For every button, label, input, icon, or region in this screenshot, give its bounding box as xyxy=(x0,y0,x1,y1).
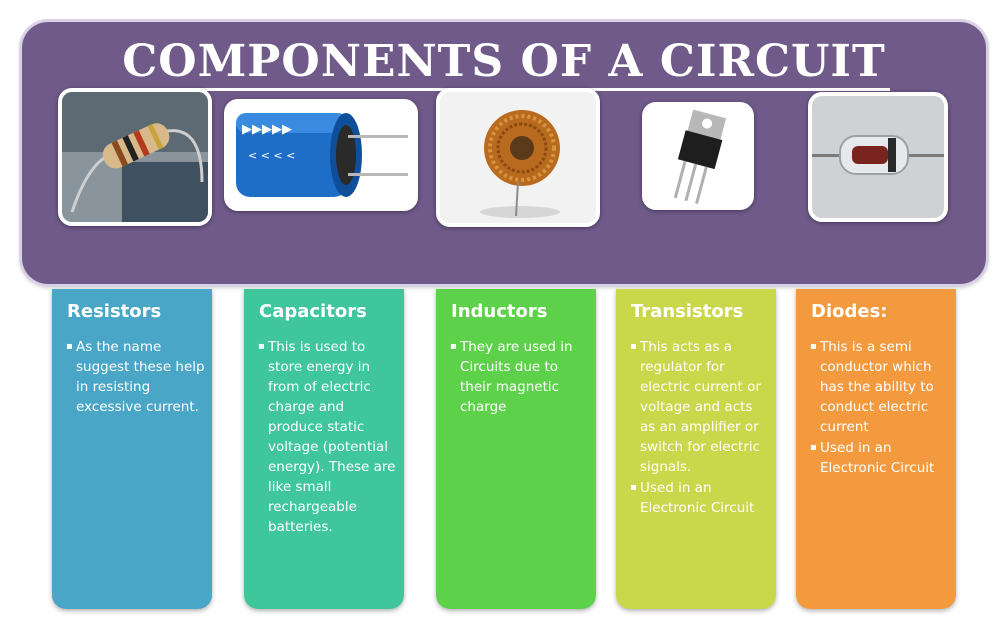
card-bullets: As the name suggest these help in resist… xyxy=(66,337,206,418)
card-bullets: They are used in Circuits due to their m… xyxy=(450,337,590,418)
inductors-card: Inductors They are used in Circuits due … xyxy=(436,289,596,609)
transistor-photo xyxy=(642,102,754,210)
diodes-card: Diodes: This is a semi conductor which h… xyxy=(796,289,956,609)
card-bullet: Used in an Electronic Circuit xyxy=(630,478,770,518)
card-heading: Transistors xyxy=(631,301,744,322)
card-bullet: This is a semi conductor which has the a… xyxy=(810,337,950,437)
resistors-card: Resistors As the name suggest these help… xyxy=(52,289,212,609)
page-title: COMPONENTS OF A CIRCUIT xyxy=(22,36,986,91)
card-bullet: This is used to store energy in from of … xyxy=(258,337,398,537)
card-bullet: This acts as a regulator for electric cu… xyxy=(630,337,770,477)
card-bullet: They are used in Circuits due to their m… xyxy=(450,337,590,417)
card-heading: Capacitors xyxy=(259,301,367,322)
svg-text:▶▶▶▶▶: ▶▶▶▶▶ xyxy=(242,122,292,137)
card-bullet: Used in an Electronic Circuit xyxy=(810,438,950,478)
capacitor-photo: ▶▶▶▶▶ < < < < xyxy=(224,99,418,211)
card-bullets: This is a semi conductor which has the a… xyxy=(810,337,950,479)
resistor-photo xyxy=(58,88,212,226)
card-heading: Resistors xyxy=(67,301,162,322)
card-bullets: This acts as a regulator for electric cu… xyxy=(630,337,770,519)
card-heading: Inductors xyxy=(451,301,548,322)
inductor-photo xyxy=(436,88,600,227)
card-bullets: This is used to store energy in from of … xyxy=(258,337,398,538)
diode-photo xyxy=(808,92,948,222)
transistors-card: Transistors This acts as a regulator for… xyxy=(616,289,776,609)
card-heading: Diodes: xyxy=(811,301,888,322)
svg-text:< < < <: < < < < xyxy=(248,149,295,162)
capacitors-card: Capacitors This is used to store energy … xyxy=(244,289,404,609)
card-bullet: As the name suggest these help in resist… xyxy=(66,337,206,417)
